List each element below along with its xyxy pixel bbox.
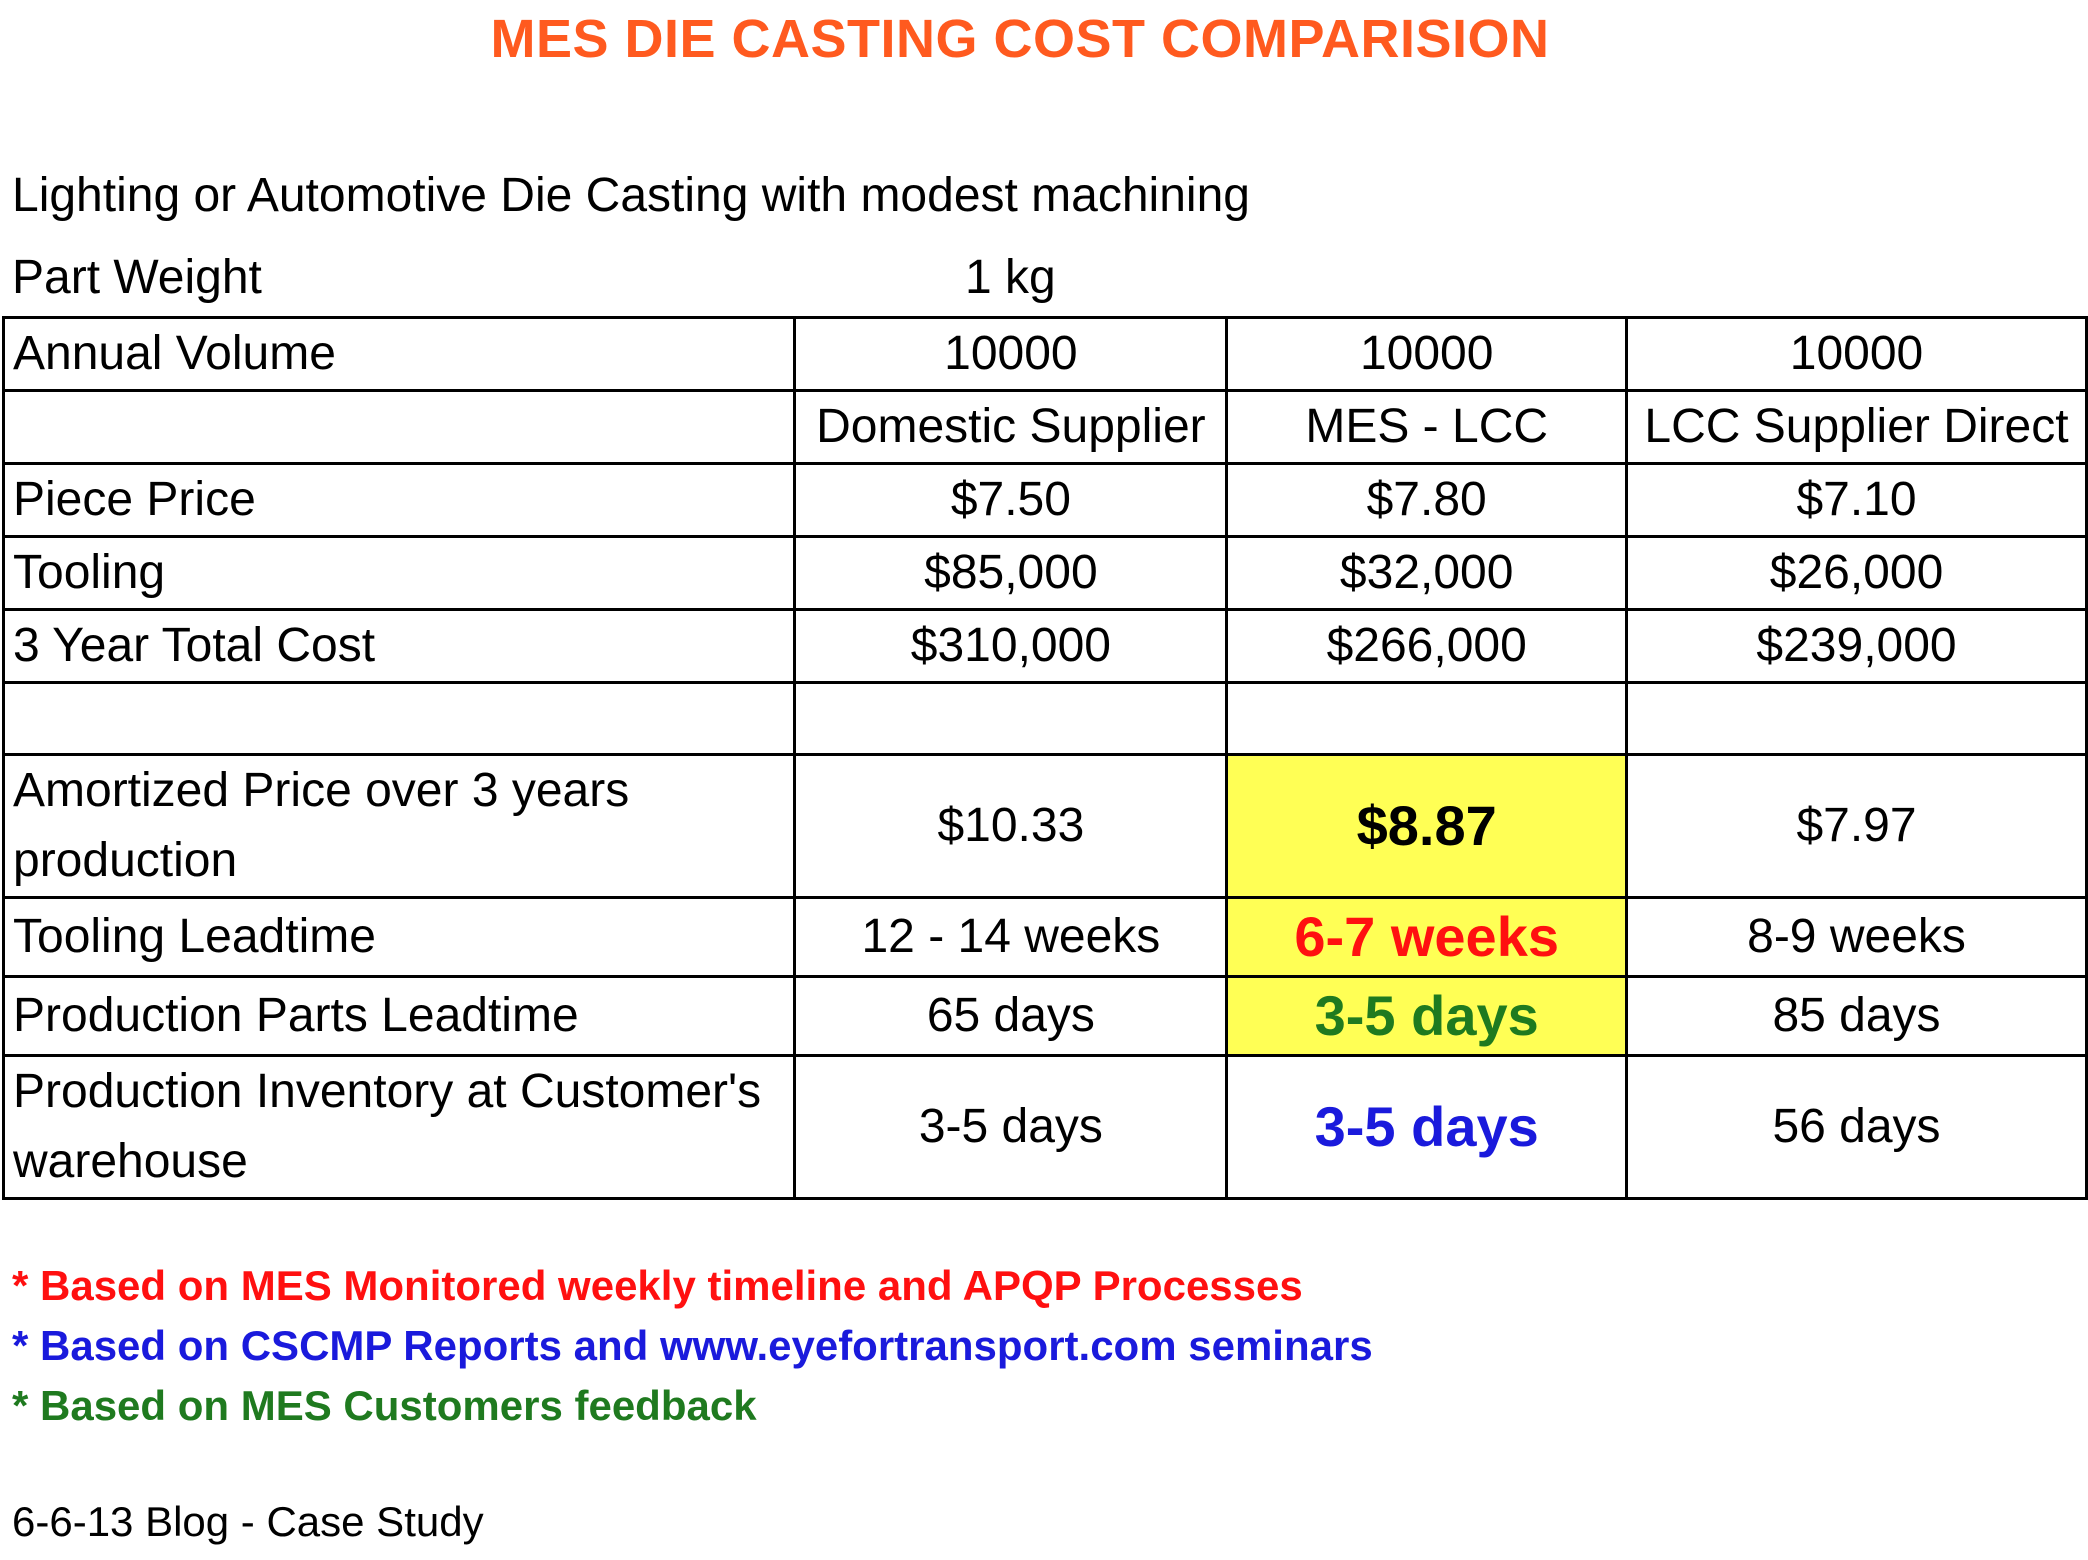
total-cost-mes: $266,000 [1225, 608, 1629, 684]
table-row-tooling-leadtime: Tooling Leadtime 12 - 14 weeks 6-7 weeks… [1, 896, 2088, 978]
empty-cell [793, 681, 1229, 756]
part-weight-label: Part Weight [12, 251, 262, 304]
supplier-lcc-header: LCC Supplier Direct [1625, 389, 2088, 465]
tooling-lcc: $26,000 [1625, 535, 2088, 611]
piece-price-mes: $7.80 [1225, 462, 1629, 538]
footnote-cscmp-reports: * Based on CSCMP Reports and www.eyefort… [12, 1322, 1373, 1369]
amortized-lcc: $7.97 [1625, 753, 2088, 899]
supplier-mes-header: MES - LCC [1225, 389, 1629, 465]
table-row-amortized: Amortized Price over 3 years production … [1, 753, 2088, 899]
amortized-mes: $8.87 [1225, 753, 1629, 899]
tooling-leadtime-domestic: 12 - 14 weeks [793, 896, 1229, 978]
part-weight-value: 1 kg [965, 251, 1056, 304]
page-title: MES DIE CASTING COST COMPARISION [490, 9, 1550, 69]
empty-cell [1225, 681, 1629, 756]
annual-volume-domestic: 10000 [793, 316, 1229, 392]
total-cost-label: 3 Year Total Cost [1, 608, 797, 684]
piece-price-label: Piece Price [1, 462, 797, 538]
piece-price-domestic: $7.50 [793, 462, 1229, 538]
supplier-domestic-header: Domestic Supplier [793, 389, 1229, 465]
tooling-leadtime-lcc: 8-9 weeks [1625, 896, 2088, 978]
empty-cell [1, 681, 797, 756]
inventory-label: Production Inventory at Customer's wareh… [1, 1054, 797, 1200]
table-row-piece-price: Piece Price $7.50 $7.80 $7.10 [1, 462, 2088, 538]
tooling-label: Tooling [1, 535, 797, 611]
table-row-inventory: Production Inventory at Customer's wareh… [1, 1054, 2088, 1200]
table-row-total-cost: 3 Year Total Cost $310,000 $266,000 $239… [1, 608, 2088, 684]
parts-leadtime-mes: 3-5 days [1225, 975, 1629, 1057]
table-row-annual-volume: Annual Volume 10000 10000 10000 [1, 316, 2088, 392]
footnote-mes-monitored: * Based on MES Monitored weekly timeline… [12, 1262, 1303, 1309]
footer-caption: 6-6-13 Blog - Case Study [12, 1498, 484, 1545]
tooling-leadtime-mes: 6-7 weeks [1225, 896, 1629, 978]
cost-comparison-table: Annual Volume 10000 10000 10000 Domestic… [1, 316, 2088, 1200]
inventory-mes: 3-5 days [1225, 1054, 1629, 1200]
annual-volume-label: Annual Volume [1, 316, 797, 392]
parts-leadtime-label: Production Parts Leadtime [1, 975, 797, 1057]
supplier-header-empty [1, 389, 797, 465]
parts-leadtime-lcc: 85 days [1625, 975, 2088, 1057]
total-cost-lcc: $239,000 [1625, 608, 2088, 684]
amortized-label: Amortized Price over 3 years production [1, 753, 797, 899]
description-text: Lighting or Automotive Die Casting with … [12, 169, 1250, 222]
table-row-empty [1, 681, 2088, 756]
tooling-domestic: $85,000 [793, 535, 1229, 611]
inventory-lcc: 56 days [1625, 1054, 2088, 1200]
footnote-customer-feedback: * Based on MES Customers feedback [12, 1382, 757, 1429]
table-row-suppliers: Domestic Supplier MES - LCC LCC Supplier… [1, 389, 2088, 465]
table-row-tooling: Tooling $85,000 $32,000 $26,000 [1, 535, 2088, 611]
total-cost-domestic: $310,000 [793, 608, 1229, 684]
tooling-mes: $32,000 [1225, 535, 1629, 611]
annual-volume-mes: 10000 [1225, 316, 1629, 392]
tooling-leadtime-label: Tooling Leadtime [1, 896, 797, 978]
annual-volume-lcc: 10000 [1625, 316, 2088, 392]
inventory-domestic: 3-5 days [793, 1054, 1229, 1200]
piece-price-lcc: $7.10 [1625, 462, 2088, 538]
parts-leadtime-domestic: 65 days [793, 975, 1229, 1057]
empty-cell [1625, 681, 2088, 756]
table-row-parts-leadtime: Production Parts Leadtime 65 days 3-5 da… [1, 975, 2088, 1057]
amortized-domestic: $10.33 [793, 753, 1229, 899]
